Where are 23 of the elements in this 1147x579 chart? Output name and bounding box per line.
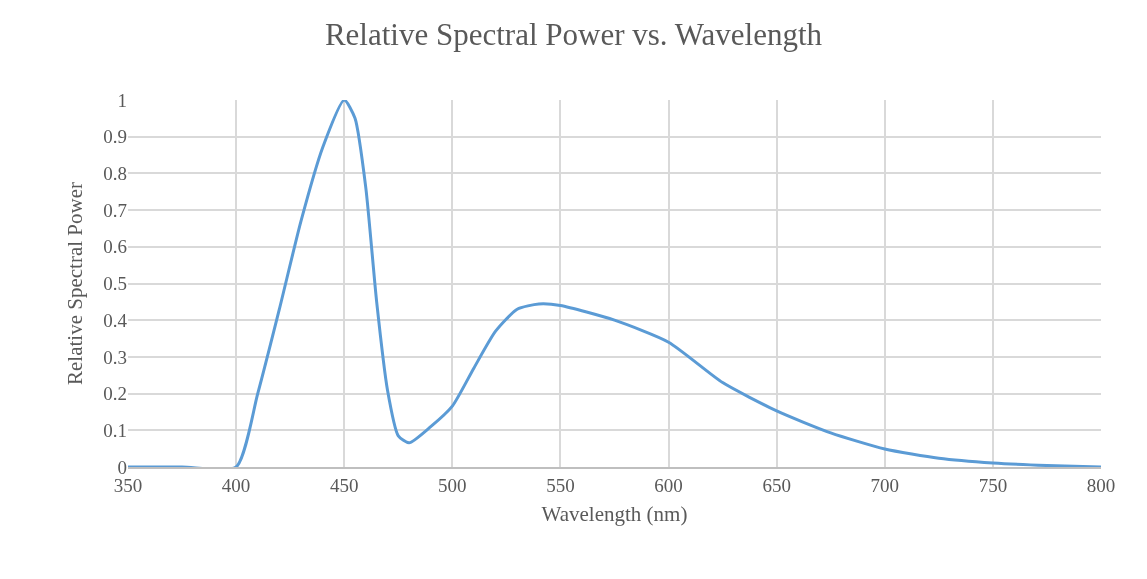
y-tick-label: 0.2 — [103, 383, 127, 405]
x-tick-label: 700 — [870, 474, 900, 496]
y-axis-title: Relative Spectral Power — [63, 182, 88, 385]
y-tick-label: 0.1 — [103, 419, 127, 441]
y-tick-label: 0.3 — [103, 346, 127, 368]
y-tick-label: 0.5 — [103, 273, 127, 295]
chart-title: Relative Spectral Power vs. Wavelength — [324, 16, 823, 52]
y-tick-label: 0.7 — [103, 199, 127, 221]
x-axis-title: Wavelength (nm) — [541, 502, 688, 527]
x-tick-label: 750 — [978, 474, 1008, 496]
line-series — [128, 100, 1101, 467]
y-tick-label: 0.4 — [103, 309, 128, 331]
y-tick-label: 1 — [117, 89, 127, 111]
x-tick-label: 400 — [221, 474, 251, 496]
y-tick-label: 0.6 — [103, 236, 127, 258]
x-tick-label: 650 — [762, 474, 791, 496]
x-tick-label: 600 — [654, 474, 683, 496]
x-tick-label: 500 — [438, 474, 467, 496]
y-tick-label: 0.8 — [103, 163, 127, 185]
x-tick-label: 800 — [1086, 474, 1116, 496]
x-tick-label: 550 — [546, 474, 575, 496]
y-tick-label: 0.9 — [103, 126, 127, 148]
x-tick-label: 450 — [329, 474, 359, 496]
